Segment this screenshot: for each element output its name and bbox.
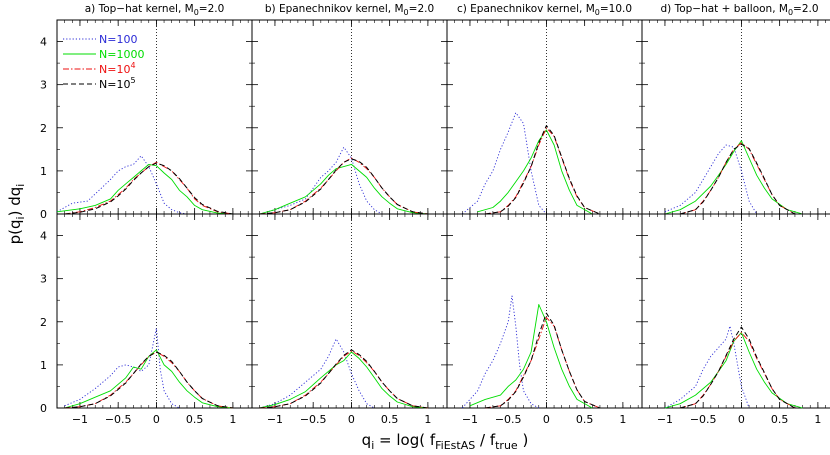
- panel-2: [251, 19, 448, 215]
- y-tick-label: 0: [40, 402, 47, 415]
- y-tick-label: 3: [40, 79, 47, 92]
- panel-title: c) Epanechnikov kernel, M0=10.0: [457, 3, 632, 17]
- x-tick-label: 0.5: [771, 413, 789, 426]
- panel-titles: a) Top−hat kernel, M0=2.0 b) Epanechnikov…: [85, 3, 819, 17]
- panel-title: d) Top−hat + balloon, M0=2.0: [660, 3, 818, 17]
- legend-label: N=1000: [99, 48, 144, 61]
- series-line-4: [64, 162, 233, 215]
- x-tick-label: −1: [462, 413, 478, 426]
- panel-frame: [56, 19, 253, 215]
- panel-frame: [446, 19, 643, 215]
- series-line-4: [259, 349, 428, 409]
- x-tick-label: −1: [72, 413, 88, 426]
- series-line-2: [469, 304, 593, 409]
- x-tick-label: 0.5: [381, 413, 399, 426]
- panel-8: −1 −0.5 0 0.5 1: [641, 213, 830, 426]
- series-line-4: [485, 312, 601, 409]
- series-line-2: [664, 140, 803, 215]
- x-tick-label: 0: [348, 413, 355, 426]
- series-line-1: [462, 112, 547, 215]
- panel-frame: [446, 213, 643, 409]
- panel-title: b) Epanechnikov kernel, M0=2.0: [265, 3, 434, 17]
- panel-frame: [251, 19, 448, 215]
- legend-label: N=104: [99, 61, 136, 76]
- x-tick-label: 1: [229, 413, 236, 426]
- panel-frame: [56, 213, 253, 409]
- series-line-1: [64, 327, 180, 409]
- panel-5: 0 1 2 3 4 −1 −0.5 0 0.5 1: [40, 213, 253, 426]
- series-line-4: [680, 326, 796, 409]
- y-tick-label: 0: [40, 208, 47, 221]
- panel-title: a) Top−hat kernel, M0=2.0: [85, 3, 225, 17]
- legend-label: N=105: [99, 76, 136, 91]
- x-tick-label: −1: [267, 413, 283, 426]
- x-tick-label: −0.5: [300, 413, 327, 426]
- x-tick-label: 0: [543, 413, 550, 426]
- series-line-3: [259, 350, 428, 409]
- x-tick-label: 1: [619, 413, 626, 426]
- series-line-4: [64, 351, 233, 409]
- series-line-3: [485, 127, 601, 215]
- panel-3: [446, 19, 643, 215]
- series-line-1: [56, 155, 188, 215]
- panel-frame: [251, 213, 448, 409]
- y-tick-label: 4: [40, 36, 47, 49]
- series-line-1: [461, 295, 540, 409]
- series-line-1: [664, 144, 758, 215]
- series-line-4: [680, 143, 796, 215]
- panel-6: −1 −0.5 0 0.5 1: [251, 213, 448, 426]
- x-tick-label: 0: [153, 413, 160, 426]
- x-tick-label: −1: [657, 413, 673, 426]
- axis-labels: qi = log( fFiEstAS / ftrue ) p(qi) dqi: [6, 184, 528, 452]
- y-tick-label: 1: [40, 359, 47, 372]
- x-tick-label: −0.5: [690, 413, 717, 426]
- series-line-1: [259, 338, 375, 409]
- x-tick-label: 1: [424, 413, 431, 426]
- series-line-3: [680, 142, 796, 215]
- series-line-2: [664, 332, 803, 409]
- series-line-2: [259, 351, 428, 409]
- panel-frame: [641, 19, 830, 215]
- y-tick-label: 2: [40, 316, 47, 329]
- x-tick-label: 0.5: [186, 413, 204, 426]
- y-tick-label: 3: [40, 273, 47, 286]
- series-line-4: [485, 125, 601, 215]
- series-line-4: [259, 158, 428, 215]
- y-tick-label: 1: [40, 165, 47, 178]
- panel-4: [641, 19, 830, 215]
- x-tick-label: 1: [814, 413, 821, 426]
- legend-label: N=100: [99, 33, 137, 46]
- y-tick-label: 2: [40, 122, 47, 135]
- x-tick-label: −0.5: [105, 413, 132, 426]
- panel-7: −1 −0.5 0 0.5 1: [446, 213, 643, 426]
- x-axis-label: qi = log( fFiEstAS / ftrue ): [362, 431, 529, 452]
- series-line-2: [259, 163, 428, 215]
- series-line-1: [259, 146, 383, 215]
- x-tick-label: 0.5: [576, 413, 594, 426]
- series-line-3: [485, 317, 601, 409]
- series-line-2: [477, 129, 593, 215]
- panel-1: 0 1 2 3 4: [40, 19, 253, 221]
- x-tick-label: 0: [738, 413, 745, 426]
- panel-frame: [641, 213, 830, 409]
- y-tick-label: 4: [40, 230, 47, 243]
- x-tick-label: −0.5: [495, 413, 522, 426]
- y-axis-label: p(qi) dqi: [6, 184, 27, 245]
- series-line-2: [64, 349, 233, 409]
